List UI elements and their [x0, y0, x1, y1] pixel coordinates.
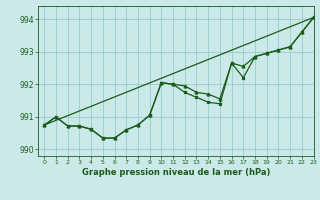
- X-axis label: Graphe pression niveau de la mer (hPa): Graphe pression niveau de la mer (hPa): [82, 168, 270, 177]
